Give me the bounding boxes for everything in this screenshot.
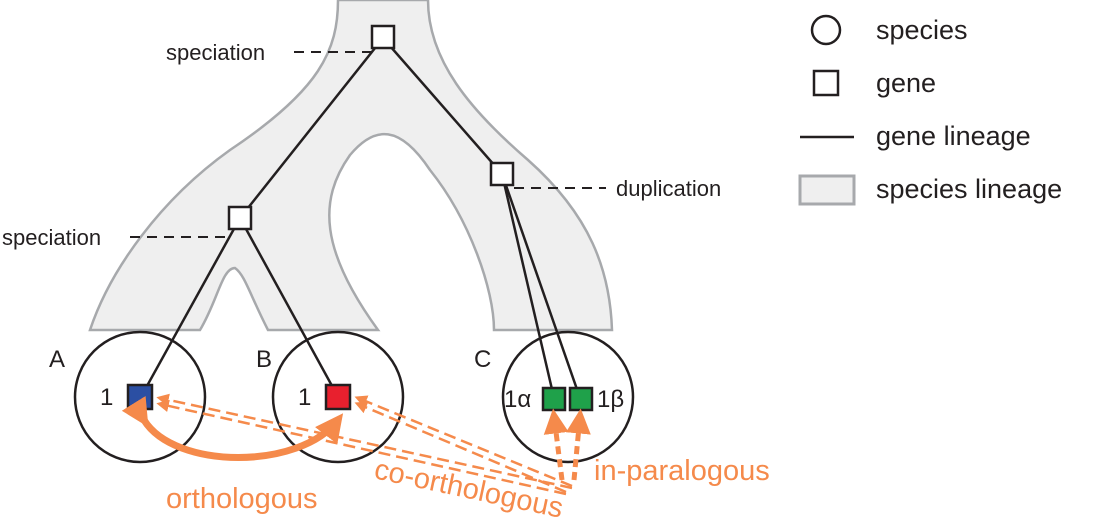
legend-species-lineage-label: species lineage [876,174,1062,204]
gene-c1-alpha [541,386,567,412]
co-orthologous-label: co-orthologous [372,454,566,525]
duplication-label: duplication [616,176,721,201]
in-paralogous-arrows [543,408,591,481]
legend-gene-icon [812,69,840,97]
orthologous-arrow [121,395,344,461]
speciation-label-left: speciation [2,225,101,250]
gene-c1-beta [568,386,594,412]
legend-species-icon [810,14,842,46]
gene-c1-beta-label: 1β [597,386,624,413]
speciation-label-top: speciation [166,40,265,65]
legend-species-label: species [876,15,968,45]
legend-species-lineage-icon [798,174,856,206]
legend: species gene gene lineage species lineag… [798,14,1062,206]
gene-lineage [140,37,582,399]
species-b-label: B [256,346,272,373]
gene-c1-alpha-label: 1α [504,386,531,413]
species-a-label: A [49,346,65,373]
in-paralogous-label: in-paralogous [594,455,770,487]
legend-gene-lineage-label: gene lineage [876,121,1031,151]
gene-a1 [126,383,154,411]
duplication-node [489,161,515,187]
co-orthologous-arrows [156,393,573,496]
gene-a1-label: 1 [100,384,113,411]
speciation-node-left [227,205,253,231]
orthologous-label: orthologous [166,483,318,515]
gene-b1-label: 1 [298,384,311,411]
speciation-node-top [370,24,396,50]
legend-gene-label: gene [876,68,936,98]
species-c-label: C [474,346,491,373]
event-leaders [130,51,606,238]
gene-b1 [324,383,352,411]
species-lineage-shape [88,0,614,332]
species-c-circle [501,330,635,464]
